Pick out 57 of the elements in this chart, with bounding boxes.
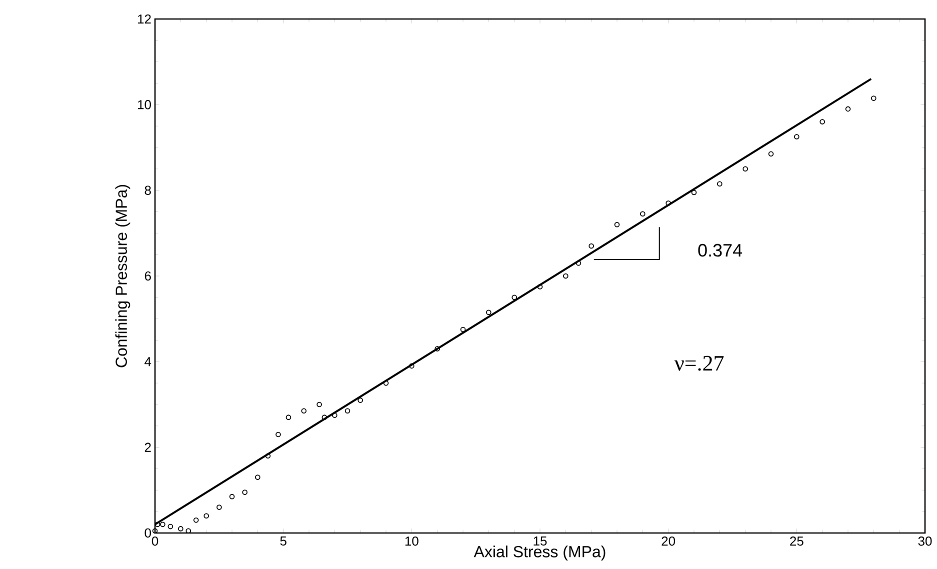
x-tick-label: 15 (534, 536, 547, 546)
y-axis-title: Confining Pressure (MPa) (115, 184, 130, 368)
point (537, 284, 543, 290)
y-tick-label: 6 (144, 271, 151, 281)
point (691, 190, 697, 196)
point (358, 398, 363, 403)
point (265, 453, 271, 459)
point (168, 524, 174, 530)
point (242, 490, 248, 495)
x-tick-label: 5 (280, 536, 286, 546)
annotation: ν=.27 (674, 356, 724, 371)
point (742, 166, 748, 172)
x-tick-label: 0 (152, 536, 158, 546)
point (332, 412, 338, 418)
point (216, 504, 222, 510)
point (301, 408, 307, 414)
point (152, 528, 158, 534)
point (160, 522, 166, 528)
point (178, 526, 184, 532)
point (588, 243, 594, 249)
point (344, 408, 350, 414)
point (563, 273, 568, 279)
point (820, 119, 825, 124)
point (434, 346, 440, 352)
y-tick-label: 10 (138, 100, 151, 110)
x-tick-label: 20 (662, 536, 676, 546)
point (193, 517, 199, 523)
point (486, 310, 492, 316)
point (229, 494, 235, 500)
y-tick-label: 2 (144, 442, 151, 452)
point (286, 414, 292, 420)
point (512, 294, 517, 300)
point (717, 181, 722, 187)
annotation: 0.374 (698, 244, 742, 257)
point (768, 151, 774, 157)
point (316, 402, 322, 408)
point (409, 363, 414, 369)
y-tick-label: 0 (144, 528, 151, 538)
x-tick-label: 10 (405, 536, 418, 546)
point (204, 513, 209, 518)
x-tick-label: 30 (918, 536, 932, 546)
point (322, 414, 328, 420)
point (845, 106, 851, 112)
y-tick-label: 4 (144, 357, 152, 366)
point (460, 326, 466, 332)
y-tick-label: 12 (138, 14, 151, 24)
point (614, 222, 620, 228)
y-tick-label: 8 (144, 186, 151, 195)
point (666, 200, 671, 206)
point (871, 96, 876, 101)
point (640, 211, 646, 217)
point (794, 134, 800, 140)
point (576, 260, 582, 266)
x-tick-label: 25 (790, 536, 804, 546)
x-axis-title: Axial Stress (MPa) (474, 546, 606, 560)
point (255, 474, 260, 480)
point (276, 432, 281, 438)
